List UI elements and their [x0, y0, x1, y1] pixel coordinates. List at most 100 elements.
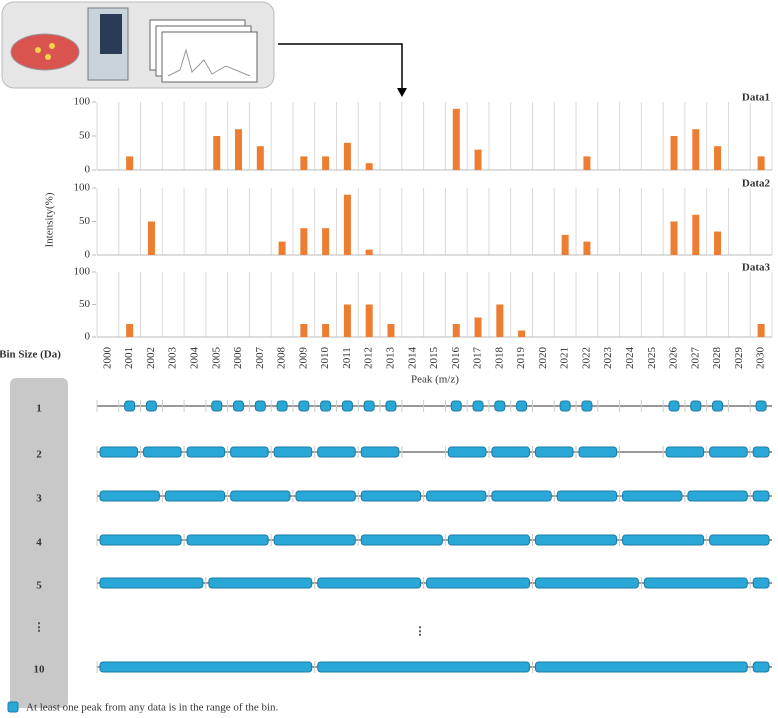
x-tick-label: 2013	[384, 347, 396, 370]
bin	[643, 577, 748, 589]
bin	[426, 490, 487, 502]
bar	[300, 228, 308, 255]
bin	[491, 490, 552, 502]
bar	[452, 324, 460, 337]
x-tick-label: 2010	[319, 347, 331, 370]
chart-title: Data3	[742, 262, 771, 274]
bin-size-panel	[10, 378, 68, 708]
y-tick-label: 50	[79, 298, 91, 310]
bin	[99, 577, 204, 589]
x-tick-label: 2027	[689, 347, 701, 370]
bin	[360, 490, 422, 502]
y-tick-label: 100	[74, 96, 91, 108]
bar	[147, 221, 155, 255]
bar	[474, 317, 482, 337]
bar	[714, 231, 722, 255]
bin	[99, 490, 160, 502]
spectrum-line	[167, 48, 251, 77]
bin	[145, 400, 157, 412]
bin	[752, 577, 770, 589]
bin	[450, 400, 462, 412]
x-tick-label: 2023	[602, 347, 614, 370]
y-tick-label: 0	[85, 164, 91, 176]
bin-size-label: 4	[36, 537, 42, 549]
bin	[752, 446, 770, 458]
bin	[317, 661, 530, 673]
bin	[752, 490, 770, 502]
bin	[276, 400, 288, 412]
y-tick-label: 50	[79, 130, 91, 142]
ellipsis: ⋮	[34, 622, 45, 634]
bin	[709, 446, 748, 458]
bin	[208, 577, 313, 589]
illustration	[1, 1, 407, 97]
bin	[578, 446, 618, 458]
colony	[49, 43, 55, 49]
bin	[690, 400, 702, 412]
bin	[491, 446, 530, 458]
y-tick-label: 0	[85, 249, 91, 261]
x-tick-label: 2001	[123, 347, 135, 369]
bar	[322, 156, 330, 170]
x-tick-label: 2012	[363, 347, 375, 369]
bin	[581, 400, 593, 412]
bar	[692, 214, 700, 255]
bar	[387, 324, 395, 337]
bar	[343, 194, 351, 255]
x-tick-label: 2021	[559, 347, 571, 369]
bin	[186, 446, 226, 458]
x-tick-label: 2003	[167, 347, 179, 370]
bar	[365, 249, 373, 255]
bin	[233, 400, 245, 412]
instrument-panel	[100, 14, 122, 54]
bin	[273, 446, 313, 458]
bin-size-label: 3	[36, 493, 42, 505]
bar	[256, 146, 264, 170]
bin	[320, 400, 332, 412]
bin	[534, 577, 639, 589]
bar	[300, 156, 308, 170]
bar	[300, 324, 308, 337]
x-tick-label: 2015	[428, 347, 440, 370]
bin	[712, 400, 724, 412]
bin-panel-title: Bin Size (Da)	[0, 349, 61, 361]
bin	[687, 490, 748, 502]
x-tick-label: 2020	[537, 347, 549, 370]
bin	[385, 400, 397, 412]
bar	[518, 330, 526, 337]
petri-dish	[10, 33, 80, 71]
bar	[561, 234, 569, 255]
bar	[343, 142, 351, 170]
bin	[622, 534, 705, 546]
bin	[230, 446, 269, 458]
y-tick-label: 100	[74, 182, 91, 194]
bin	[143, 446, 182, 458]
bar	[322, 228, 330, 255]
bin-size-label: 10	[34, 664, 46, 676]
bar	[343, 304, 351, 337]
bin-size-label: 5	[36, 580, 42, 592]
ellipsis: ⋮	[415, 626, 426, 638]
x-tick-label: 2026	[668, 347, 680, 370]
bar	[583, 156, 591, 170]
x-tick-label: 2028	[711, 347, 723, 370]
bar	[278, 241, 286, 255]
x-tick-label: 2011	[341, 347, 353, 369]
bin-size-label: 1	[36, 403, 42, 415]
bin	[752, 661, 770, 673]
colony	[45, 54, 51, 60]
bin	[755, 400, 767, 412]
bin	[211, 400, 223, 412]
bar	[583, 241, 591, 255]
bar	[365, 304, 373, 337]
x-tick-label: 2009	[297, 347, 309, 370]
bin	[665, 446, 705, 458]
x-axis-label: Peak (m/z)	[411, 374, 459, 386]
bar	[714, 146, 722, 170]
bar	[235, 129, 243, 170]
x-tick-label: 2014	[406, 347, 418, 370]
x-tick-label: 2019	[515, 347, 527, 370]
bin	[230, 490, 291, 502]
x-tick-label: 2024	[624, 347, 636, 370]
